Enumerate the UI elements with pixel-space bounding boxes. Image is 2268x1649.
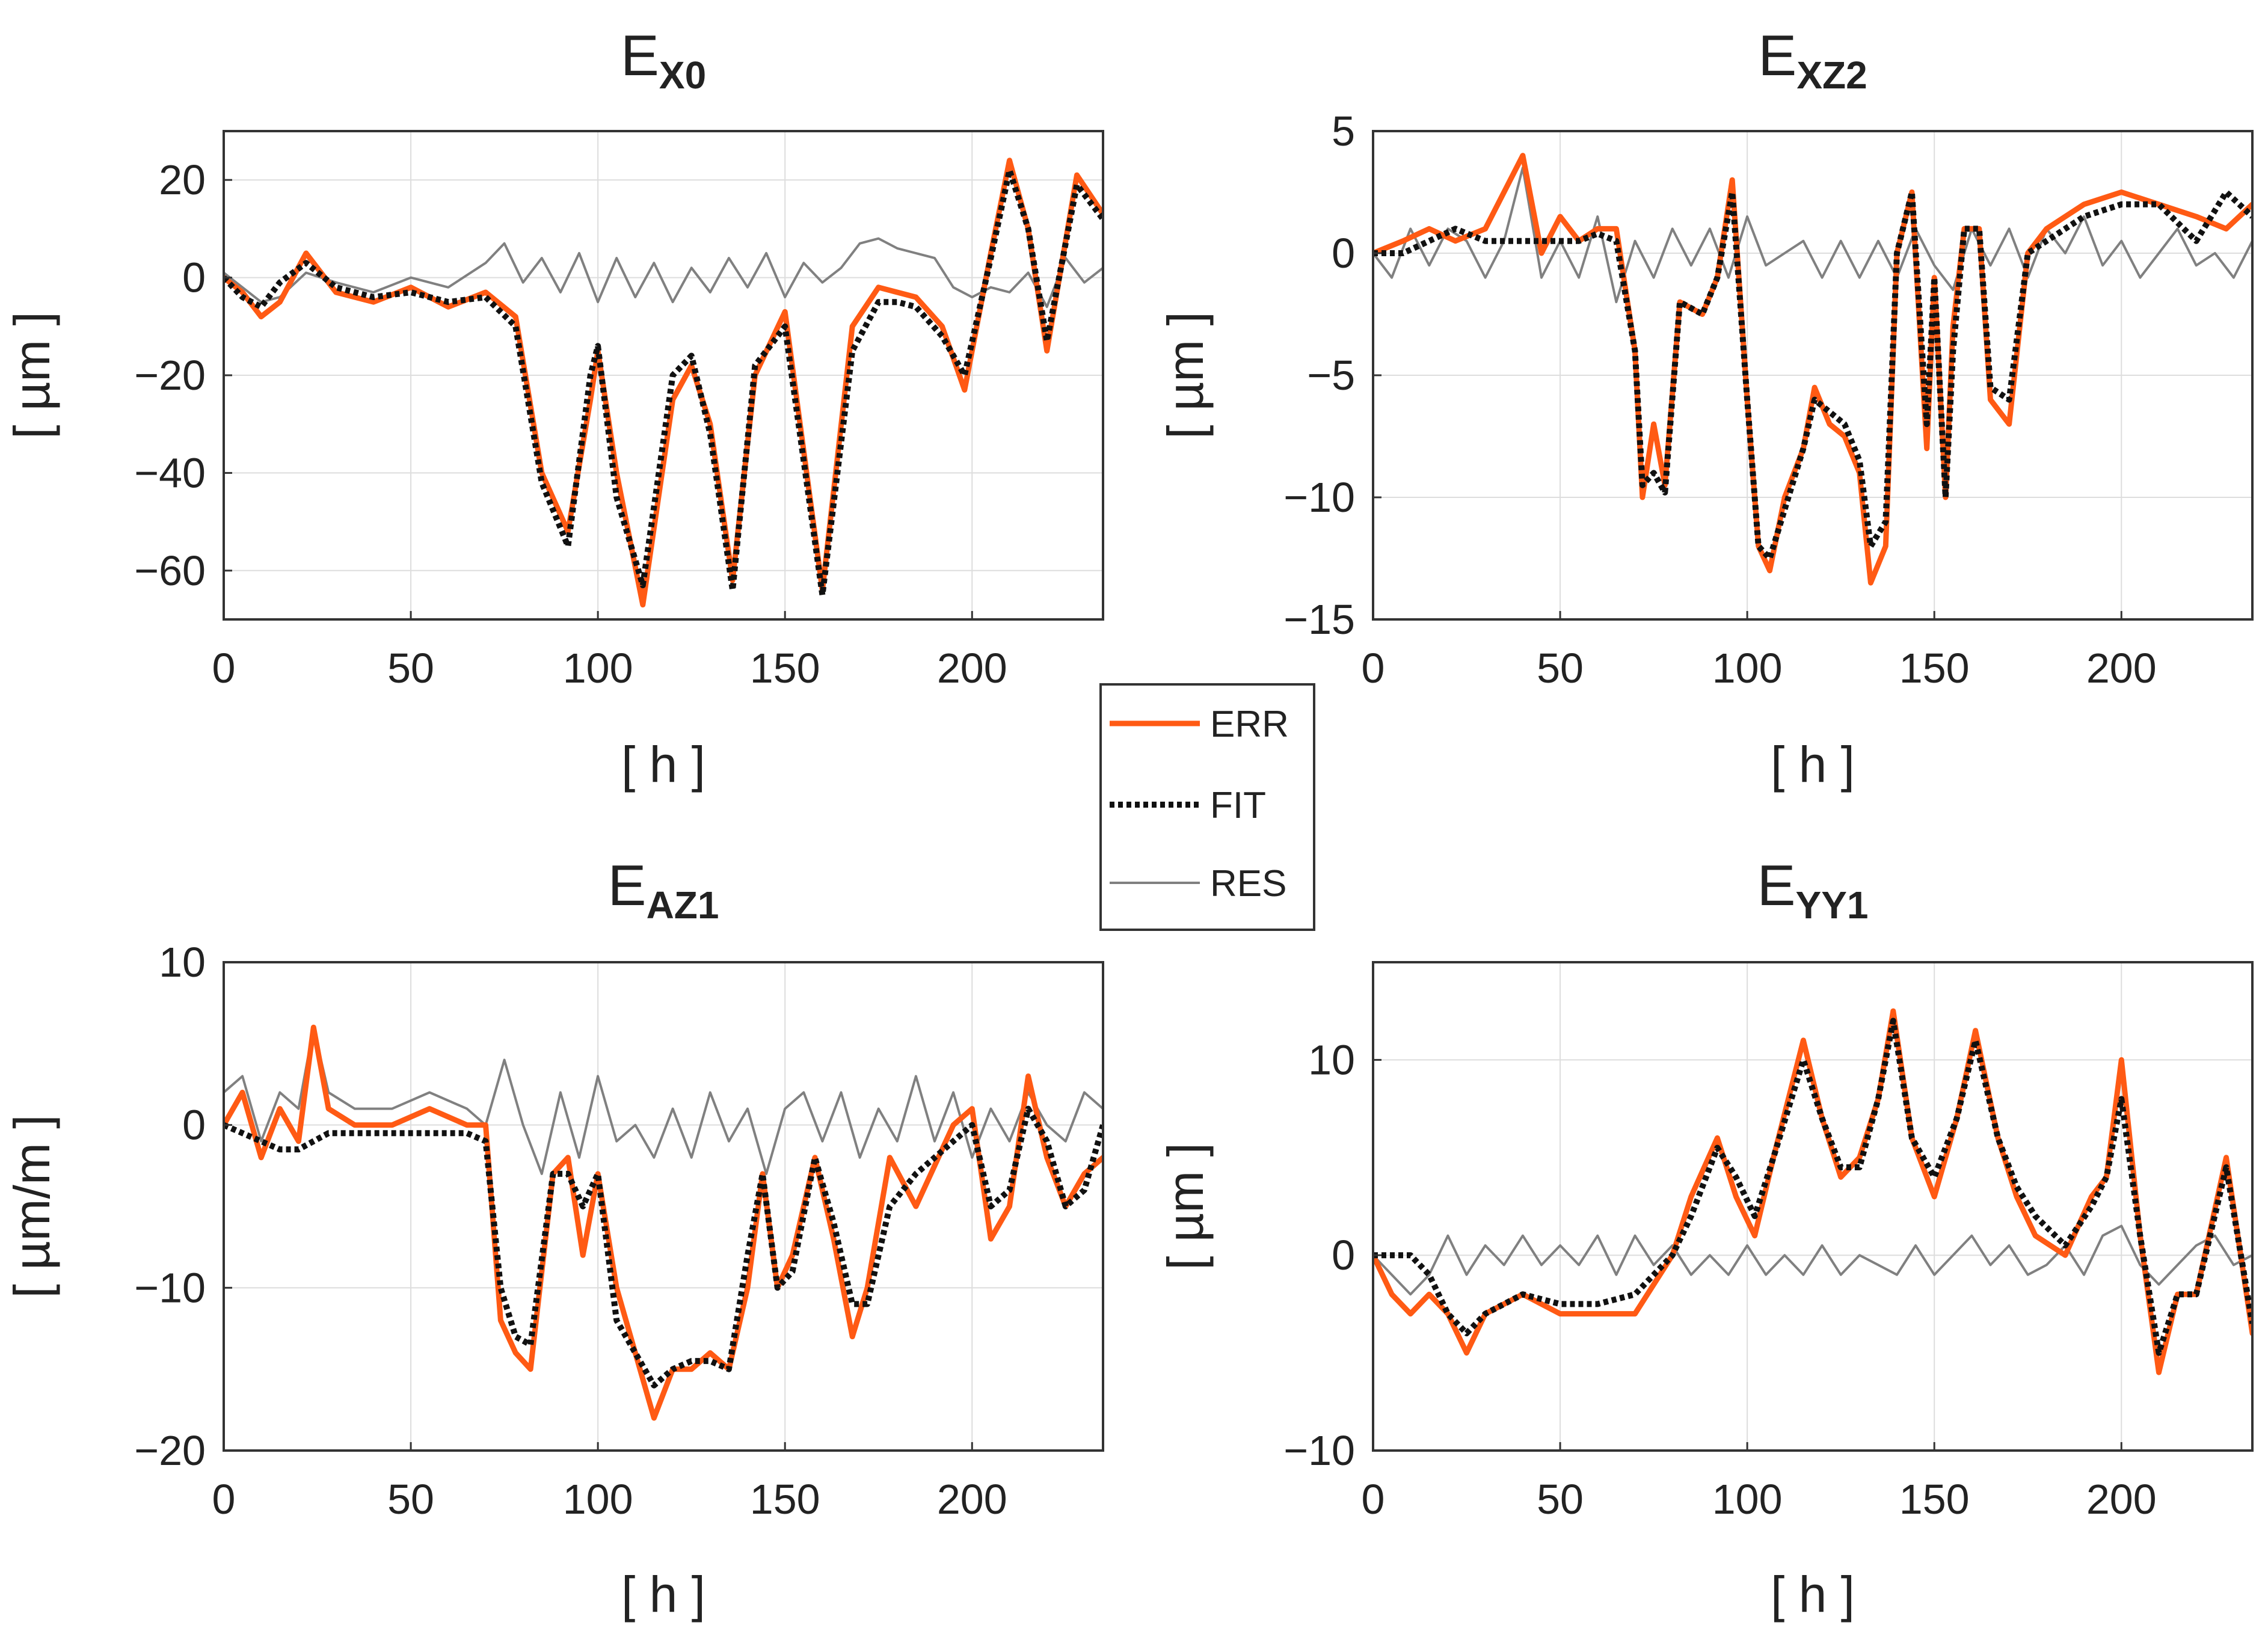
x-axis-label: [ h ] bbox=[1771, 1566, 1855, 1623]
x-axis-label: [ h ] bbox=[621, 1566, 705, 1623]
x-tick-label: 0 bbox=[1362, 645, 1385, 692]
series-line-res bbox=[224, 237, 1103, 309]
y-tick-label: −20 bbox=[134, 1427, 206, 1474]
y-tick-label: 0 bbox=[182, 1102, 206, 1149]
y-tick-label: 5 bbox=[1332, 108, 1355, 155]
chart-title-sub: AZ1 bbox=[647, 883, 719, 927]
series-group bbox=[224, 158, 1103, 608]
chart-title-sub: XZ2 bbox=[1796, 54, 1867, 97]
plot-area bbox=[224, 962, 1103, 1451]
y-tick-label: 10 bbox=[159, 939, 206, 986]
x-tick-label: 150 bbox=[1899, 645, 1970, 692]
x-tick-label: 200 bbox=[937, 645, 1007, 692]
y-tick-label: −10 bbox=[1283, 1427, 1355, 1474]
series-line-res bbox=[1373, 1224, 2252, 1296]
y-tick-label: 0 bbox=[182, 254, 206, 301]
plot-area bbox=[1373, 962, 2252, 1451]
x-tick-label: 200 bbox=[2086, 1476, 2157, 1523]
y-axis-label: [ µm/m ] bbox=[4, 1114, 60, 1298]
chart-title-sub: X0 bbox=[659, 54, 706, 97]
series-line-res bbox=[1373, 166, 2252, 304]
x-tick-label: 100 bbox=[563, 1476, 633, 1523]
chart-title-main: E bbox=[621, 23, 659, 88]
chart-title: EAZ1 bbox=[608, 853, 719, 927]
axes-box bbox=[223, 961, 1104, 1452]
x-tick-label: 150 bbox=[1899, 1476, 1970, 1523]
chart-title: EXZ2 bbox=[1758, 23, 1867, 97]
y-tick-label: −40 bbox=[134, 449, 206, 496]
x-tick-label: 150 bbox=[750, 645, 820, 692]
x-tick-label: 200 bbox=[2086, 645, 2157, 692]
legend-label-err: ERR bbox=[1210, 704, 1289, 745]
x-tick-label: 100 bbox=[1712, 645, 1783, 692]
y-tick-label: 0 bbox=[1332, 1232, 1355, 1279]
y-axis-label: [ µm ] bbox=[4, 312, 60, 439]
legend: ERR FIT RES bbox=[1099, 683, 1315, 931]
x-tick-label: 50 bbox=[387, 645, 434, 692]
series-line-err bbox=[224, 158, 1103, 608]
series-group bbox=[224, 1024, 1103, 1421]
x-axis-label: [ h ] bbox=[621, 736, 705, 793]
series-group bbox=[1373, 1008, 2252, 1375]
x-tick-label: 50 bbox=[1537, 1476, 1584, 1523]
y-tick-label: 10 bbox=[1308, 1036, 1355, 1083]
axes-box bbox=[1372, 961, 2254, 1452]
series-group bbox=[1373, 153, 2252, 586]
series-line-fit bbox=[224, 1105, 1103, 1389]
x-tick-label: 100 bbox=[563, 645, 633, 692]
chart-title-sub: YY1 bbox=[1796, 883, 1869, 927]
x-tick-label: 0 bbox=[1362, 1476, 1385, 1523]
legend-label-fit: FIT bbox=[1210, 785, 1266, 826]
chart-title-main: E bbox=[1757, 853, 1796, 918]
chart-title-main: E bbox=[1758, 23, 1796, 88]
x-tick-label: 0 bbox=[212, 1476, 236, 1523]
series-line-fit bbox=[224, 167, 1103, 598]
y-tick-label: −20 bbox=[134, 352, 206, 399]
chart-title-main: E bbox=[608, 853, 647, 918]
y-tick-label: −5 bbox=[1307, 352, 1355, 399]
y-tick-label: −60 bbox=[134, 547, 206, 594]
series-line-fit bbox=[1373, 1018, 2252, 1356]
series-line-res bbox=[224, 1026, 1103, 1175]
x-tick-label: 50 bbox=[387, 1476, 434, 1523]
series-line-fit bbox=[1373, 189, 2252, 562]
x-axis-label: [ h ] bbox=[1771, 736, 1855, 793]
y-tick-label: −10 bbox=[134, 1264, 206, 1311]
x-tick-label: 150 bbox=[750, 1476, 820, 1523]
y-tick-label: 20 bbox=[159, 156, 206, 203]
x-tick-label: 0 bbox=[212, 645, 236, 692]
legend-label-res: RES bbox=[1210, 863, 1286, 904]
y-tick-label: −10 bbox=[1283, 474, 1355, 521]
chart-title: EYY1 bbox=[1757, 853, 1869, 927]
chart-title: EX0 bbox=[621, 23, 706, 97]
y-axis-label: [ µm ] bbox=[1157, 312, 1214, 439]
x-tick-label: 100 bbox=[1712, 1476, 1783, 1523]
y-tick-label: −15 bbox=[1283, 596, 1355, 643]
y-axis-label: [ µm ] bbox=[1157, 1143, 1214, 1270]
y-tick-label: 0 bbox=[1332, 230, 1355, 277]
x-tick-label: 200 bbox=[937, 1476, 1007, 1523]
x-tick-label: 50 bbox=[1537, 645, 1584, 692]
